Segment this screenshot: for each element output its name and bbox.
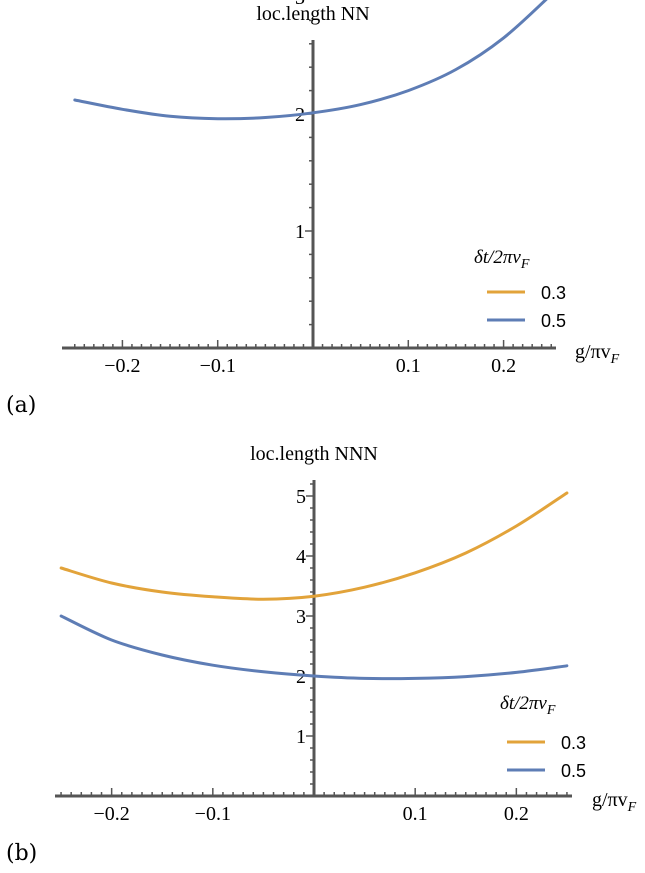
x-axis-label: g/πvF xyxy=(575,341,620,367)
legend-title: δt/2πvF xyxy=(500,693,556,718)
x-tick-label: −0.2 xyxy=(104,355,140,377)
series-line-0.3 xyxy=(59,491,569,601)
legend-label-0.5: 0.5 xyxy=(541,311,566,331)
x-tick-label: 0.1 xyxy=(396,355,421,377)
panel-label: (b) xyxy=(6,841,37,866)
y-axis-label: loc.length NN xyxy=(256,3,369,25)
y-tick-label: 4 xyxy=(296,546,306,568)
y-tick-label: 1 xyxy=(296,726,306,748)
legend: δt/2πvF 0.3 0.5 xyxy=(474,247,566,331)
series-line-0.5 xyxy=(59,614,569,681)
x-tick-label: −0.1 xyxy=(200,355,236,377)
series-line-0.5 xyxy=(73,0,548,121)
legend-title: δt/2πvF xyxy=(474,247,530,272)
x-tick-label: 0.2 xyxy=(491,355,516,377)
y-tick-label: 5 xyxy=(296,486,306,508)
y-tick-label: 3 xyxy=(295,0,305,9)
legend-label-0.5: 0.5 xyxy=(561,761,586,781)
y-tick-label: 2 xyxy=(296,666,306,688)
legend-label-0.3: 0.3 xyxy=(561,733,586,753)
y-axis-label: loc.length NNN xyxy=(250,443,378,465)
x-axis-label: g/πvF xyxy=(592,789,637,815)
legend-label-0.3: 0.3 xyxy=(541,283,566,303)
x-tick-label: 0.2 xyxy=(504,803,529,825)
x-tick-label: −0.1 xyxy=(195,803,231,825)
x-tick-label: 0.1 xyxy=(403,803,428,825)
panel-label: (a) xyxy=(6,393,36,418)
x-tick-label: −0.2 xyxy=(94,803,130,825)
y-tick-label: 3 xyxy=(296,606,306,628)
y-tick-label: 1 xyxy=(295,221,305,243)
